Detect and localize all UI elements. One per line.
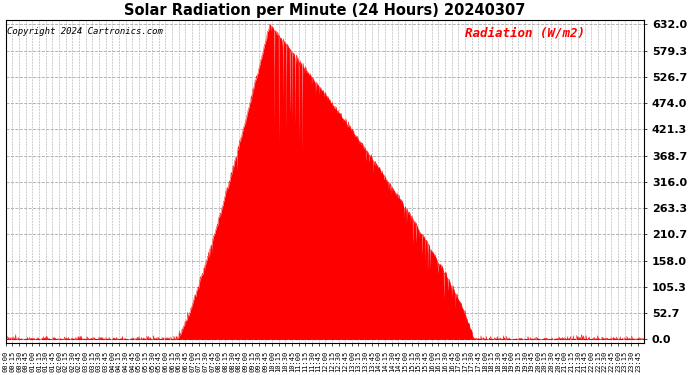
Text: Copyright 2024 Cartronics.com: Copyright 2024 Cartronics.com — [7, 27, 163, 36]
Title: Solar Radiation per Minute (24 Hours) 20240307: Solar Radiation per Minute (24 Hours) 20… — [124, 3, 526, 18]
Text: Radiation (W/m2): Radiation (W/m2) — [466, 27, 585, 40]
